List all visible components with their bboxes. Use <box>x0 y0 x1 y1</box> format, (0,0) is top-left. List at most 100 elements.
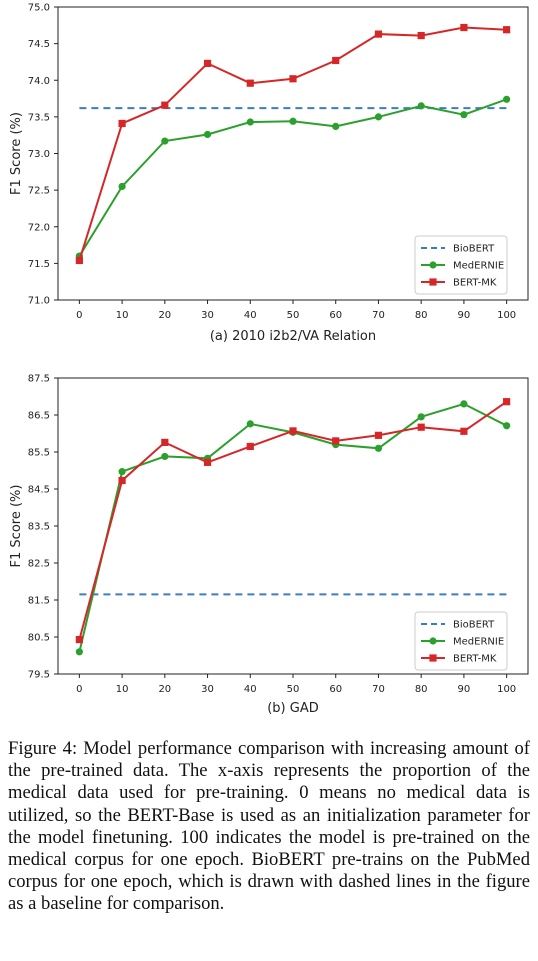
y-tick-label: 82.5 <box>28 559 50 570</box>
data-point-medernie <box>374 113 383 121</box>
data-point-medernie <box>460 400 468 408</box>
x-tick-label: 70 <box>372 684 385 695</box>
x-tick-label: 100 <box>497 310 516 321</box>
data-point-medernie <box>374 444 383 452</box>
x-tick-label: 20 <box>158 310 171 321</box>
data-point-bert-mk <box>161 438 169 446</box>
legend-marker-medernie <box>429 637 437 645</box>
x-tick-label: 60 <box>329 684 342 695</box>
legend-label-medernie: MedERNIE <box>453 637 504 648</box>
x-tick-label: 50 <box>287 310 300 321</box>
legend-label-bert-mk: BERT-MK <box>453 278 497 289</box>
series-line-bert-mk <box>78 26 507 261</box>
data-point-bert-mk <box>460 23 468 32</box>
legend-label-bert-mk: BERT-MK <box>453 654 497 665</box>
y-tick-label: 87.5 <box>28 374 50 385</box>
y-axis-label: F1 Score (%) <box>9 485 24 568</box>
y-tick-label: 72.0 <box>28 222 50 233</box>
data-point-medernie <box>417 413 425 421</box>
figure-caption: Figure 4: Model performance comparison w… <box>8 738 530 915</box>
x-tick-label: 80 <box>415 310 428 321</box>
x-tick-label: 20 <box>158 684 171 695</box>
data-point-bert-mk <box>75 256 83 265</box>
y-tick-label: 72.5 <box>28 186 50 197</box>
legend: BioBERT MedERNIE BERT-MK <box>414 611 508 671</box>
data-point-bert-mk <box>118 476 126 485</box>
x-tick-label: 60 <box>329 310 342 321</box>
x-tick-label: 100 <box>497 684 516 695</box>
data-point-medernie <box>75 648 83 656</box>
data-point-bert-mk <box>332 437 340 445</box>
x-tick-label: 40 <box>244 310 257 321</box>
x-axis-label: (b) GAD <box>267 701 319 716</box>
y-tick-label: 73.5 <box>28 112 50 123</box>
legend-marker-bert-mk <box>429 654 437 662</box>
data-point-medernie <box>246 118 254 126</box>
y-tick-label: 74.0 <box>28 76 50 87</box>
y-tick-label: 71.5 <box>28 259 50 270</box>
data-point-bert-mk <box>161 101 169 109</box>
x-tick-label: 90 <box>458 684 471 695</box>
y-tick-label: 80.5 <box>28 633 50 644</box>
x-tick-label: 50 <box>287 684 300 695</box>
data-point-bert-mk <box>460 427 468 435</box>
data-point-bert-mk <box>332 56 340 65</box>
data-point-medernie <box>460 111 468 119</box>
y-tick-label: 73.0 <box>28 149 50 160</box>
data-point-medernie <box>289 117 297 125</box>
x-tick-label: 30 <box>201 684 214 695</box>
data-point-medernie <box>118 182 126 191</box>
data-point-medernie <box>161 452 169 461</box>
legend-marker-medernie <box>429 261 437 269</box>
data-point-medernie <box>203 130 212 139</box>
data-point-medernie <box>332 122 340 130</box>
y-tick-label: 71.0 <box>28 296 50 307</box>
legend-label-biobert: BioBERT <box>453 244 495 255</box>
y-tick-label: 74.5 <box>28 39 50 50</box>
legend: BioBERT MedERNIE BERT-MK <box>414 235 508 295</box>
y-tick-label: 79.5 <box>28 670 50 681</box>
x-tick-label: 40 <box>244 684 257 695</box>
legend-label-biobert: BioBERT <box>453 620 495 631</box>
y-axis-label: F1 Score (%) <box>9 112 24 195</box>
data-point-bert-mk <box>417 31 425 40</box>
data-point-bert-mk <box>246 79 254 87</box>
legend-label-medernie: MedERNIE <box>453 261 504 272</box>
y-tick-label: 83.5 <box>28 522 50 533</box>
legend-box <box>414 611 508 671</box>
data-point-bert-mk <box>203 59 212 68</box>
x-tick-label: 30 <box>201 310 214 321</box>
y-tick-label: 86.5 <box>28 411 50 422</box>
data-point-medernie <box>246 420 254 428</box>
legend-marker-bert-mk <box>429 278 437 286</box>
data-point-bert-mk <box>75 635 83 644</box>
data-point-medernie <box>161 137 169 145</box>
data-point-medernie <box>417 102 425 110</box>
data-point-bert-mk <box>417 423 425 431</box>
y-tick-label: 81.5 <box>28 596 50 607</box>
data-point-bert-mk <box>203 458 212 466</box>
data-point-bert-mk <box>118 119 126 128</box>
x-tick-label: 0 <box>76 684 82 695</box>
figure-charts: 71.0 71.5 72.0 72.5 73.0 73.5 74.0 74.5 75.0 0 10 2… <box>9 3 529 716</box>
x-tick-label: 80 <box>415 684 428 695</box>
y-tick-label: 75.0 <box>28 3 50 14</box>
x-axis-label: (a) 2010 i2b2/VA Relation <box>210 329 376 344</box>
data-point-medernie <box>503 95 511 103</box>
data-point-bert-mk <box>503 26 511 34</box>
data-point-medernie <box>118 468 126 476</box>
legend-box <box>414 235 508 295</box>
x-tick-label: 10 <box>116 310 129 321</box>
data-point-bert-mk <box>289 427 297 435</box>
y-tick-label: 84.5 <box>28 485 50 496</box>
x-tick-label: 10 <box>116 684 129 695</box>
y-tick-label: 85.5 <box>28 448 50 459</box>
data-point-bert-mk <box>246 442 254 451</box>
chart-1: 71.0 71.5 72.0 72.5 73.0 73.5 74.0 74.5 75.0 0 10 2… <box>9 3 529 344</box>
x-tick-label: 0 <box>76 310 82 321</box>
data-point-medernie <box>503 422 511 430</box>
data-point-bert-mk <box>374 30 383 38</box>
data-point-bert-mk <box>289 75 297 83</box>
x-tick-label: 90 <box>458 310 471 321</box>
chart-2: 79.5 80.5 81.5 82.5 83.5 84.5 85.5 86.5 87.5 0 10 2… <box>9 374 529 716</box>
